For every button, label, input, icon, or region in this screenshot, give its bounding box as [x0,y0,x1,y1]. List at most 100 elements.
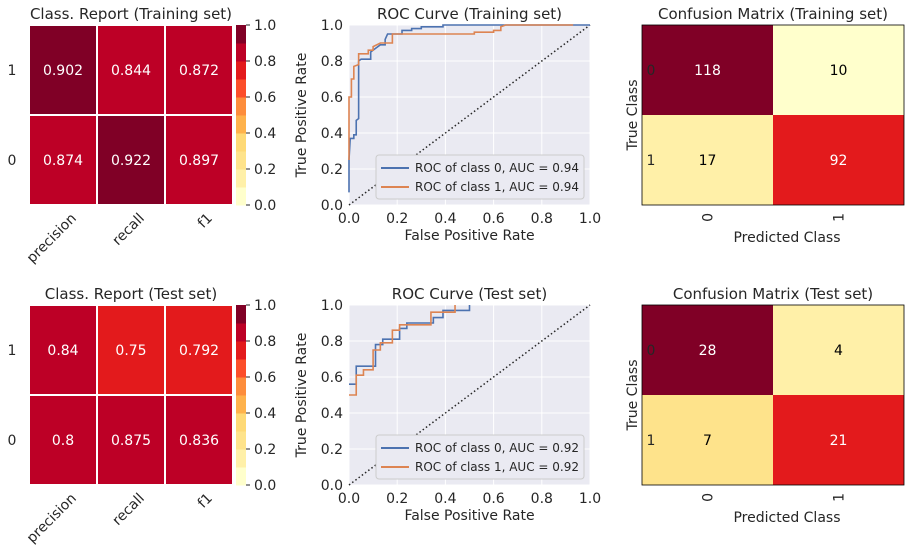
x-axis-label: False Positive Rate [404,228,534,244]
colorbar-bin [236,151,246,170]
colorbar-bin [236,431,246,450]
chart-title: ROC Curve (Test set) [392,285,547,303]
row-label: 1 [8,343,17,359]
y-axis-label: True Positive Rate [294,333,310,459]
legend-label: ROC of class 0, AUC = 0.92 [415,441,579,455]
y-axis-label: True Class [625,79,641,151]
x-tick-label: 0.4 [434,491,456,507]
heatmap-cell [28,304,98,396]
column-label: recall [110,211,148,249]
cell-value: 0.84 [47,343,78,359]
colorbar-bin [236,467,246,486]
heatmap-cell [28,394,98,486]
colorbar-tick-label: 0.2 [254,162,276,178]
colorbar-bin [236,25,246,44]
cell-value: 0.792 [179,343,219,359]
column-label: precision [24,211,80,267]
x-tick-label: 0.8 [531,211,553,227]
roc-test: 0.0 0.2 0.4 0.6 0.8 1.0 0.0 0.2 0.4 0.6 0.8 1.0 ROC … [294,285,601,524]
x-tick-label: 1.0 [579,211,601,227]
roc-line-class-1 [349,305,456,396]
cell-value: 21 [830,433,848,449]
y-tick-label: 0.4 [321,406,343,422]
column-label: 1 [832,213,848,222]
cell-value: 0.75 [115,343,146,359]
matrix-cell [642,395,773,485]
heatmap-cell [164,394,234,486]
heatmap-cell [28,24,98,116]
column-label: f1 [195,491,216,512]
chart-title: Confusion Matrix (Test set) [673,285,873,303]
x-tick-label: 0.6 [482,211,504,227]
colorbar-tick-label: 1.0 [254,18,276,34]
colorbar-tick-label: 0.4 [254,406,276,422]
cell-value: 0.902 [43,63,83,79]
y-tick-label: 0.2 [321,162,343,178]
class-report-train: Class. Report (Training set) 0.902 0.844 0.… [8,5,277,266]
y-axis-label: True Class [625,359,641,431]
cell-value: 28 [699,343,717,359]
colorbar-bin [236,169,246,188]
x-tick-label: 0.0 [338,491,360,507]
x-tick-label: 0.0 [338,211,360,227]
colorbar-tick-label: 0.0 [254,478,276,494]
colorbar-tick-label: 0.8 [254,334,276,350]
x-tick-label: 0.8 [531,491,553,507]
colorbar-bin [236,97,246,116]
cell-value: 0.836 [179,433,219,449]
heatmap-cell [96,114,166,206]
y-tick-label: 0.2 [321,442,343,458]
cell-value: 4 [834,343,843,359]
legend [375,434,585,480]
x-tick-label: 0.2 [386,491,408,507]
column-label: precision [24,491,80,547]
colorbar-bin [236,305,246,324]
colorbar-tick-label: 1.0 [254,298,276,314]
colorbar-bin [236,115,246,134]
cell-value: 0.8 [52,433,74,449]
matrix-cell [773,305,904,395]
y-tick-label: 0.6 [321,90,343,106]
chart-title: Confusion Matrix (Training set) [658,5,888,23]
y-tick-label: 1.0 [321,298,343,314]
column-label: 0 [701,213,717,222]
cell-value: 0.874 [43,153,83,169]
colorbar-bin [236,413,246,432]
column-label: recall [110,491,148,529]
cell-value: 0.844 [111,63,151,79]
x-tick-label: 0.4 [434,211,456,227]
row-label: 0 [647,63,656,79]
cell-value: 0.897 [179,153,219,169]
x-axis-label: False Positive Rate [404,508,534,524]
y-tick-label: 0.8 [321,334,343,350]
colorbar-tick-label: 0.2 [254,442,276,458]
cell-value: 118 [694,63,721,79]
row-label: 1 [647,153,656,169]
colorbar-bin [236,133,246,152]
heatmap-cell [164,114,234,206]
cell-value: 0.922 [111,153,151,169]
colorbar-bin [236,187,246,206]
colorbar-bin [236,341,246,360]
roc-line-class-0 [348,24,590,193]
legend-label: ROC of class 1, AUC = 0.92 [415,460,579,474]
cell-value: 92 [830,153,848,169]
matrix-cell [773,25,904,115]
colorbar-bin [236,323,246,342]
cell-value: 7 [703,433,712,449]
matrix-cell [642,25,773,115]
matrix-border [641,304,905,486]
colorbar-bin [236,359,246,378]
x-tick-label: 0.2 [386,211,408,227]
chart-title: ROC Curve (Training set) [377,5,562,23]
y-tick-label: 1.0 [321,18,343,34]
y-tick-label: 0.0 [321,198,343,214]
colorbar-bin [236,79,246,98]
colorbar-bin [236,61,246,80]
legend [375,154,585,200]
row-label: 0 [8,153,17,169]
colorbar-bin [236,395,246,414]
heatmap-cell [96,24,166,116]
